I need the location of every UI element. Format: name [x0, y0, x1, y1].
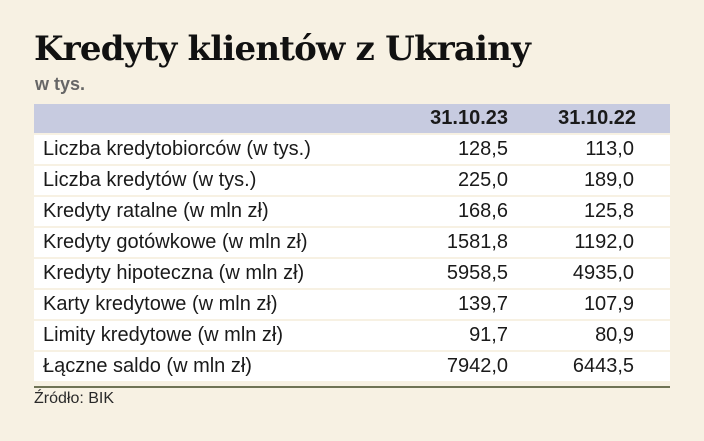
- value-31-10-23: 225,0: [374, 164, 508, 196]
- row-label: Karty kredytowe (w mln zł): [34, 288, 374, 320]
- value-31-10-22: 80,9: [508, 319, 670, 351]
- row-label: Limity kredytowe (w mln zł): [34, 319, 374, 351]
- row-label: Liczba kredytów (w tys.): [34, 164, 374, 196]
- table-row: Liczba kredytobiorców (w tys.) 128,5 113,0: [34, 133, 670, 165]
- row-label: Kredyty hipoteczna (w mln zł): [34, 257, 374, 289]
- row-label: Kredyty gotówkowe (w mln zł): [34, 226, 374, 258]
- value-31-10-23: 7942,0: [374, 350, 508, 381]
- footer-rule: [34, 386, 670, 388]
- table-row: Karty kredytowe (w mln zł) 139,7 107,9: [34, 288, 670, 320]
- value-31-10-23: 1581,8: [374, 226, 508, 258]
- value-31-10-22: 4935,0: [508, 257, 670, 289]
- value-31-10-22: 6443,5: [508, 350, 670, 381]
- table-row: Kredyty hipoteczna (w mln zł) 5958,5 4935,…: [34, 257, 670, 289]
- table-header-row: 31.10.23 31.10.22: [34, 104, 670, 134]
- value-31-10-22: 189,0: [508, 164, 670, 196]
- source-note: Źródło: BIK: [34, 390, 115, 407]
- value-31-10-23: 139,7: [374, 288, 508, 320]
- column-header-31-10-23: 31.10.23: [374, 104, 508, 134]
- row-label: Liczba kredytobiorców (w tys.): [34, 133, 374, 165]
- chart-title: Kredyty klientów z Ukrainy: [34, 29, 531, 69]
- chart-subtitle: w tys.: [35, 74, 86, 94]
- data-table: 31.10.23 31.10.22 Liczba kredytobiorców …: [34, 104, 670, 381]
- value-31-10-23: 128,5: [374, 133, 508, 165]
- table-row: Kredyty gotówkowe (w mln zł) 1581,8 1192,0: [34, 226, 670, 258]
- value-31-10-22: 107,9: [508, 288, 670, 320]
- value-31-10-22: 113,0: [508, 133, 670, 165]
- value-31-10-23: 168,6: [374, 195, 508, 227]
- value-31-10-22: 125,8: [508, 195, 670, 227]
- table-row: Łączne saldo (w mln zł) 7942,0 6443,5: [34, 350, 670, 381]
- row-label: Łączne saldo (w mln zł): [34, 350, 374, 381]
- column-header-31-10-22: 31.10.22: [508, 104, 670, 134]
- table-body: Liczba kredytobiorców (w tys.) 128,5 113,0…: [34, 133, 670, 381]
- table-row: Limity kredytowe (w mln zł) 91,7 80,9: [34, 319, 670, 351]
- value-31-10-23: 91,7: [374, 319, 508, 351]
- row-label: Kredyty ratalne (w mln zł): [34, 195, 374, 227]
- value-31-10-23: 5958,5: [374, 257, 508, 289]
- value-31-10-22: 1192,0: [508, 226, 670, 258]
- table-row: Kredyty ratalne (w mln zł) 168,6 125,8: [34, 195, 670, 227]
- column-header-label: [34, 104, 374, 134]
- table-row: Liczba kredytów (w tys.) 225,0 189,0: [34, 164, 670, 196]
